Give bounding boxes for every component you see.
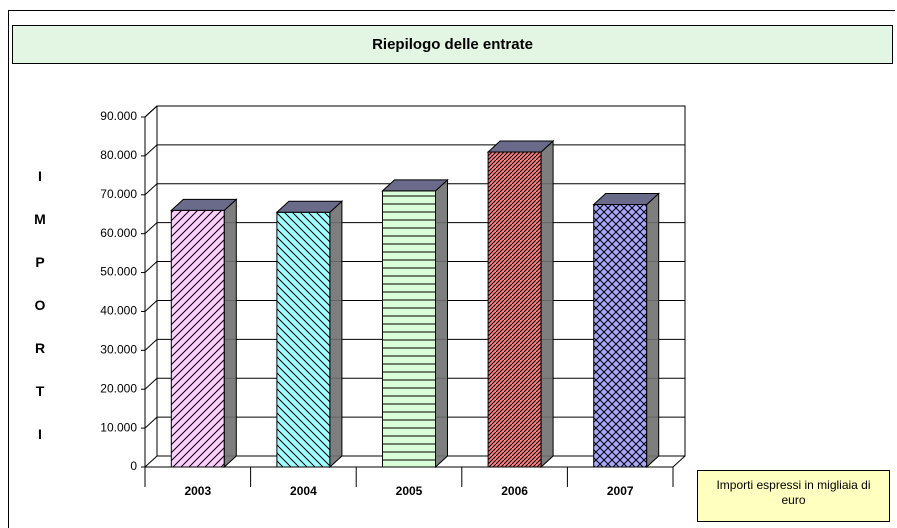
x-tick-label: 2006	[501, 484, 528, 498]
bar	[276, 211, 331, 468]
grid-line	[144, 183, 158, 196]
bar-side	[540, 139, 554, 469]
y-tick-label: 0	[130, 459, 137, 473]
grid-line	[144, 377, 158, 390]
grid-line	[144, 105, 158, 118]
bar-top	[381, 179, 449, 192]
bar-side	[329, 200, 343, 469]
bar	[170, 209, 225, 468]
y-tick-label: 50.000	[100, 265, 137, 279]
grid-line	[144, 416, 158, 429]
x-tick-label: 2003	[184, 484, 211, 498]
floor-edge	[672, 455, 686, 468]
x-tick-label: 2004	[290, 484, 317, 498]
bar	[593, 204, 648, 468]
grid-line	[144, 338, 158, 351]
chart-title: Riepilogo delle entrate	[12, 25, 893, 64]
bar-top	[170, 198, 238, 211]
bar-side	[223, 198, 237, 469]
bar-side	[646, 192, 660, 469]
bar-top	[592, 193, 660, 205]
y-tick-label: 40.000	[100, 304, 137, 318]
bar	[382, 190, 436, 468]
x-tick-label: 2007	[607, 484, 634, 498]
y-tick-label: 80.000	[100, 148, 137, 162]
grid-line	[144, 222, 158, 235]
y-tick-label: 90.000	[100, 109, 137, 123]
y-axis-title: IMPORTI	[32, 168, 48, 469]
bar-top	[486, 140, 555, 153]
bar-side	[435, 178, 448, 469]
note: Importi espressi in migliaia di euro	[697, 470, 890, 522]
bar-top	[275, 200, 344, 213]
grid-line	[144, 144, 158, 157]
y-tick-label: 20.000	[100, 381, 137, 395]
frame	[8, 10, 895, 528]
y-tick-label: 70.000	[100, 187, 137, 201]
grid-line	[144, 455, 158, 468]
grid-line	[144, 261, 158, 273]
bar	[487, 151, 542, 468]
y-tick-label: 10.000	[100, 420, 137, 434]
x-tick-label: 2005	[396, 484, 423, 498]
y-tick-label: 30.000	[100, 343, 137, 357]
y-tick-label: 60.000	[100, 226, 137, 240]
grid-line	[144, 300, 158, 312]
